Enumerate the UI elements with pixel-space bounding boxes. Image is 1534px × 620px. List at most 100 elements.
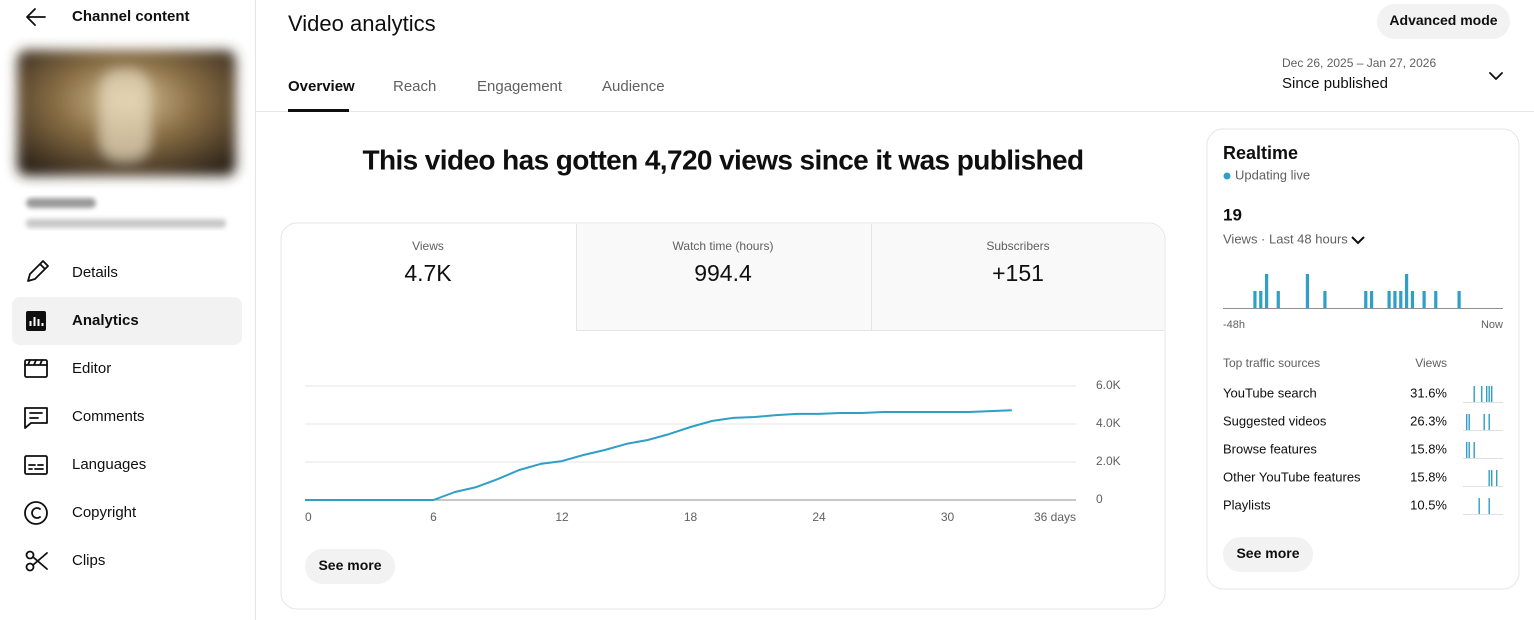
date-range[interactable]: Dec 26, 2025 – Jan 27, 2026: [1282, 56, 1436, 70]
bar: [1434, 291, 1438, 308]
nav-highlight: [12, 297, 242, 345]
nav-item[interactable]: Analytics: [72, 312, 139, 329]
period-chevron[interactable]: [1351, 236, 1365, 245]
x-tick-label: 36 days: [1034, 510, 1076, 524]
bar: [1265, 274, 1269, 308]
see-more-button[interactable]: [1223, 537, 1313, 572]
nav-item[interactable]: Clips: [72, 552, 105, 569]
sparkline-bar: [1466, 442, 1468, 458]
see-more-label: See more: [1236, 545, 1299, 561]
icon-clips: [25, 550, 48, 572]
bar: [1276, 291, 1280, 308]
y-tick-label: 2.0K: [1096, 454, 1121, 468]
metric-label[interactable]: Subscribers: [986, 239, 1049, 253]
realtime-card: [1206, 128, 1520, 590]
sparkline-bar: [1468, 414, 1470, 430]
back-arrow[interactable]: [26, 8, 46, 26]
dropdown-chevron[interactable]: [1489, 72, 1503, 80]
bar: [1259, 291, 1263, 308]
x-tick-label: 24: [812, 510, 826, 524]
traffic-source-name: Browse features: [1223, 441, 1317, 456]
icon-languages: [24, 455, 48, 475]
sparkline-bar: [1491, 470, 1493, 486]
sparkline-bar: [1466, 414, 1468, 430]
traffic-source-share: 31.6%: [1410, 385, 1447, 400]
bar: [1410, 291, 1415, 308]
see-more-button[interactable]: [305, 549, 395, 584]
x-tick-label: 30: [941, 510, 955, 524]
icon-details: [27, 260, 49, 282]
bar: [1387, 291, 1391, 308]
traffic-source-name: YouTube search: [1223, 385, 1317, 400]
sparkline-bar: [1488, 470, 1490, 486]
bar: [1422, 291, 1426, 308]
sparkline-bar: [1496, 470, 1498, 486]
advanced-mode-button[interactable]: [1377, 4, 1510, 39]
y-tick-label: 4.0K: [1096, 416, 1121, 430]
traffic-source-name: Other YouTube features: [1223, 469, 1361, 484]
period[interactable]: Since published: [1282, 75, 1388, 92]
realtime-title: Realtime: [1223, 143, 1298, 163]
page-title: Video analytics: [288, 11, 436, 36]
realtime-period[interactable]: Views · Last 48 hours: [1223, 231, 1348, 246]
metric-tab-background: [576, 224, 1164, 330]
x-tick-label: 18: [684, 510, 698, 524]
metric-value: +151: [992, 260, 1044, 286]
x-tick-label: -48h: [1223, 319, 1245, 331]
metric-label[interactable]: Views: [412, 239, 444, 253]
metric-value: 4.7K: [404, 260, 452, 286]
icon-comments: [24, 407, 48, 429]
tab[interactable]: Audience: [602, 78, 665, 95]
x-tick-label: 0: [305, 510, 312, 524]
y-tick-label: 6.0K: [1096, 378, 1121, 392]
bar: [1370, 291, 1374, 308]
icon-editor: [24, 359, 48, 378]
sparkline-bar: [1481, 386, 1483, 402]
nav-item[interactable]: Comments: [72, 408, 145, 425]
traffic-title: Top traffic sources: [1223, 356, 1320, 370]
tab[interactable]: Engagement: [477, 78, 563, 95]
nav-item[interactable]: Details: [72, 264, 118, 281]
sparkline-bar: [1483, 414, 1485, 430]
bar: [1364, 291, 1368, 308]
traffic-column: Views: [1415, 356, 1447, 370]
traffic-source-name: Playlists: [1223, 497, 1271, 512]
nav-item[interactable]: Editor: [72, 360, 111, 377]
metric-value: 994.4: [694, 260, 752, 286]
line-series: [305, 409, 1012, 501]
traffic-source-name: Suggested videos: [1223, 413, 1327, 428]
sparkline-bar: [1478, 498, 1480, 514]
icon-copyright: [24, 501, 48, 525]
bar: [1399, 291, 1403, 308]
nav-item[interactable]: Copyright: [72, 504, 137, 521]
x-tick-label: 6: [430, 510, 437, 524]
metric-label[interactable]: Watch time (hours): [673, 239, 774, 253]
live-dot: [1223, 172, 1231, 180]
tab[interactable]: Overview: [288, 78, 355, 95]
sparkline-bar: [1491, 386, 1493, 402]
sparkline-bar: [1488, 386, 1490, 402]
sparkline-bar: [1473, 386, 1475, 402]
realtime-status: Updating live: [1235, 167, 1310, 182]
advanced-mode-label: Advanced mode: [1389, 12, 1497, 28]
video-info-blurred: [26, 198, 226, 228]
bar: [1393, 291, 1397, 308]
icon-analytics: [26, 311, 46, 331]
traffic-source-share: 15.8%: [1410, 469, 1447, 484]
x-tick-label: Now: [1481, 319, 1503, 331]
bar: [1305, 274, 1310, 308]
tab[interactable]: Reach: [393, 78, 436, 95]
sidebar-title: Channel content: [72, 8, 190, 25]
bar: [1457, 291, 1461, 308]
bar: [1405, 274, 1409, 308]
traffic-source-share: 15.8%: [1410, 441, 1447, 456]
x-tick-label: 12: [555, 510, 569, 524]
see-more-label: See more: [318, 557, 381, 573]
sparkline-bar: [1486, 386, 1488, 402]
nav-item[interactable]: Languages: [72, 456, 146, 473]
sparkline-bar: [1468, 442, 1470, 458]
sparkline-bar: [1488, 414, 1490, 430]
sparkline-bar: [1473, 442, 1475, 458]
